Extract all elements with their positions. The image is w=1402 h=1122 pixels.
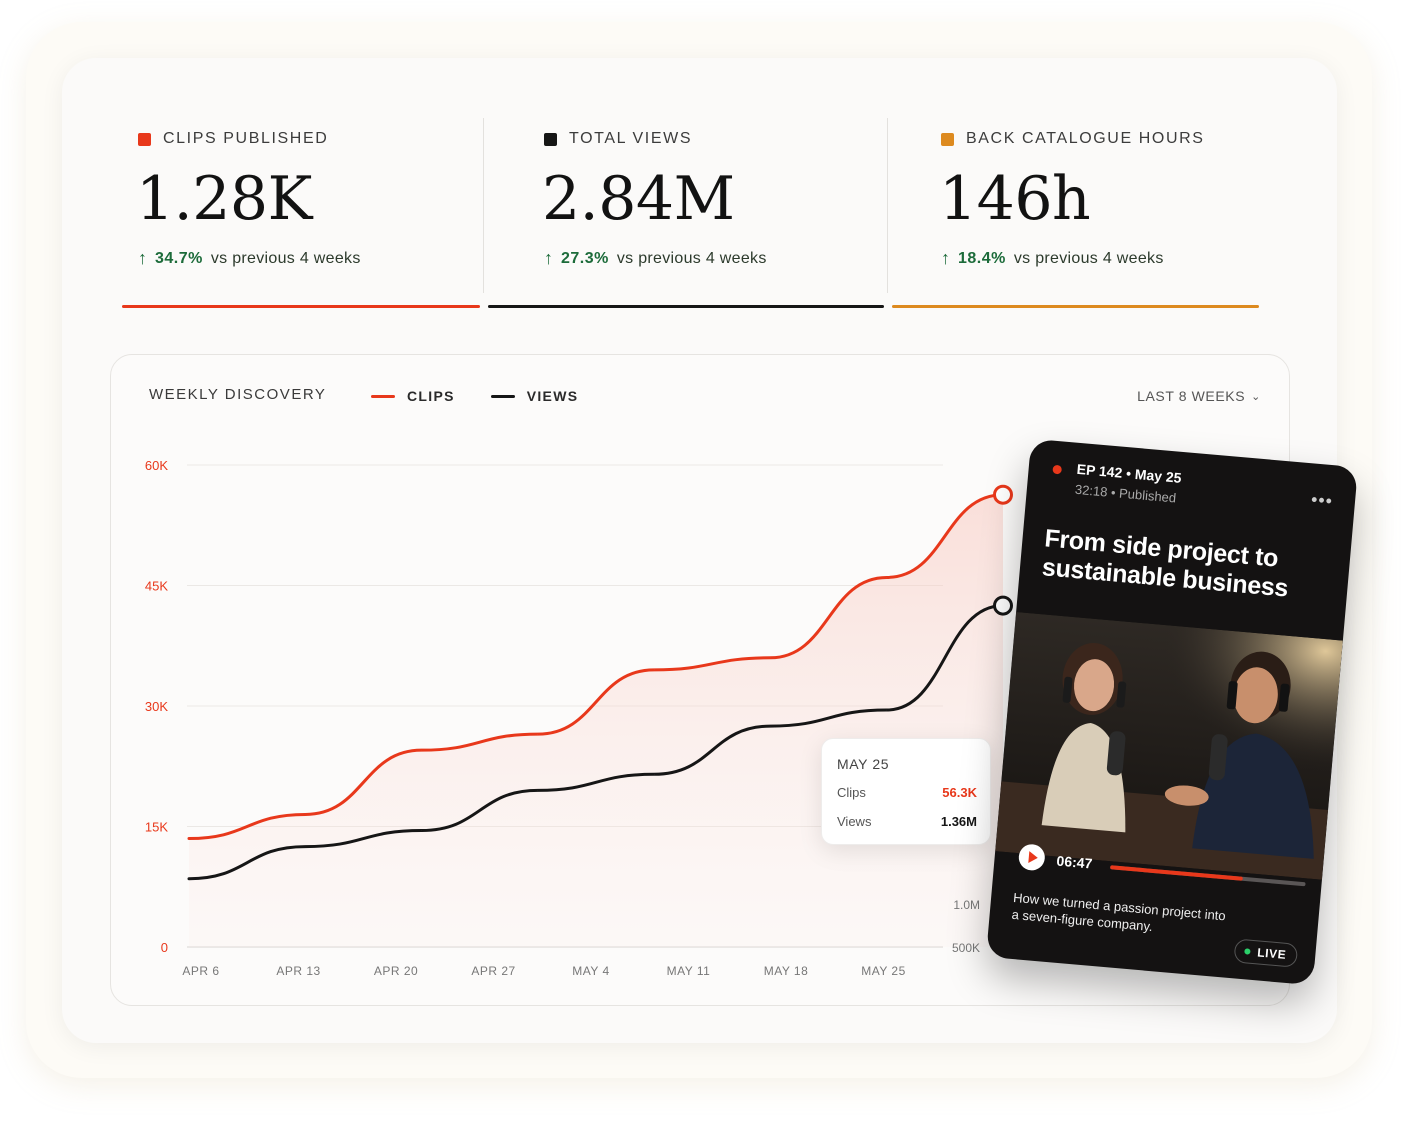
y-tick-label: 0 (161, 940, 168, 955)
hours-swatch-icon (941, 132, 954, 146)
range-label: LAST 8 WEEKS (1137, 388, 1246, 404)
episode-meta: 32:18 • Published (1074, 481, 1177, 506)
divider (887, 118, 888, 293)
chevron-down-icon: ⌄ (1251, 390, 1261, 403)
x-tick-label: MAY 4 (572, 964, 609, 978)
legend-label: VIEWS (526, 388, 579, 404)
legend-item-views[interactable]: VIEWS (490, 388, 579, 404)
kpi-label: CLIPS PUBLISHED (163, 130, 329, 147)
kpi-underline (488, 305, 884, 308)
clips-area (189, 494, 1003, 947)
divider (483, 118, 484, 293)
kpi-delta-context: vs previous 4 weeks (210, 249, 361, 267)
episode-title: From side project to sustainable busines… (1040, 524, 1290, 603)
tooltip-label: Views (837, 814, 872, 829)
more-options-icon[interactable]: ••• (1310, 489, 1334, 512)
y-tick-label: 30K (145, 699, 168, 714)
kpi-value: 1.28K (136, 164, 312, 234)
legend-item-clips[interactable]: CLIPS (371, 388, 455, 404)
clips-line-icon (371, 394, 395, 398)
legend-label: CLIPS (407, 388, 455, 404)
y-right-tick-label: 1.0M (953, 898, 980, 912)
y-right-tick-label: 500K (952, 941, 980, 955)
kpi-delta-context: vs previous 4 weeks (616, 249, 767, 267)
podcast-photo (995, 612, 1343, 880)
series-line-clips (187, 493, 1005, 841)
arrow-up-icon: ↑ (941, 248, 950, 268)
episode-description: How we turned a passion project into a s… (1011, 889, 1227, 935)
arrow-up-icon: ↑ (544, 248, 553, 268)
kpi-delta: 18.4% (958, 249, 1006, 267)
clips-swatch-icon (138, 132, 151, 146)
arrow-up-icon: ↑ (138, 248, 147, 268)
kpi-delta: 34.7% (155, 249, 203, 267)
x-tick-label: APR 27 (471, 964, 515, 978)
x-tick-label: MAY 25 (861, 964, 906, 978)
kpi-back-catalogue-hours[interactable]: BACK CATALOGUE HOURS 146h ↑ 18.4% vs previ… (892, 118, 1259, 308)
y-tick-label: 15K (145, 820, 168, 835)
chart-legend: CLIPS VIEWS (371, 388, 578, 404)
live-badge: LIVE (1233, 938, 1299, 968)
y-tick-label: 60K (145, 458, 168, 473)
kpi-delta-context: vs previous 4 weeks (1013, 249, 1164, 267)
x-tick-label: MAY 11 (667, 964, 711, 978)
playback-time: 06:47 (1055, 852, 1093, 872)
kpi-value: 146h (939, 164, 1091, 234)
record-dot-icon (1052, 464, 1063, 475)
views-line-icon (490, 394, 515, 398)
tooltip-value: 56.3K (942, 785, 977, 800)
x-tick-label: MAY 18 (764, 964, 809, 978)
kpi-clips-published[interactable]: CLIPS PUBLISHED 1.28K ↑ 34.7% vs previous … (122, 118, 484, 308)
point-clips-highlight (993, 484, 1013, 505)
x-tick-label: APR 13 (276, 964, 320, 978)
episode-card[interactable]: EP 142 • May 25 32:18 • Published ••• Fr… (985, 438, 1359, 986)
tooltip-row-views: Views 1.36M (837, 814, 977, 829)
chart-tooltip: MAY 25 Clips 56.3K Views 1.36M (821, 738, 991, 845)
y-tick-label: 45K (145, 579, 168, 594)
tooltip-row-clips: Clips 56.3K (837, 785, 977, 800)
tooltip-value: 1.36M (940, 814, 977, 829)
kpi-delta: 27.3% (561, 249, 609, 267)
episode-number: EP 142 • May 25 (1076, 460, 1183, 486)
kpi-underline (122, 305, 480, 308)
x-tick-label: APR 6 (182, 964, 219, 978)
tooltip-date: MAY 25 (837, 756, 890, 772)
kpi-label: TOTAL VIEWS (569, 130, 693, 147)
range-dropdown[interactable]: LAST 8 WEEKS ⌄ (1137, 388, 1261, 404)
chart-title: WEEKLY DISCOVERY (149, 386, 327, 403)
kpi-underline (892, 305, 1259, 308)
kpi-value: 2.84M (542, 164, 735, 234)
point-views-highlight (993, 595, 1013, 616)
x-tick-label: APR 20 (374, 964, 418, 978)
views-swatch-icon (544, 132, 557, 146)
tooltip-label: Clips (837, 785, 866, 800)
kpi-label: BACK CATALOGUE HOURS (966, 130, 1205, 147)
kpi-total-views[interactable]: TOTAL VIEWS 2.84M ↑ 27.3% vs previous 4 we… (488, 118, 888, 308)
